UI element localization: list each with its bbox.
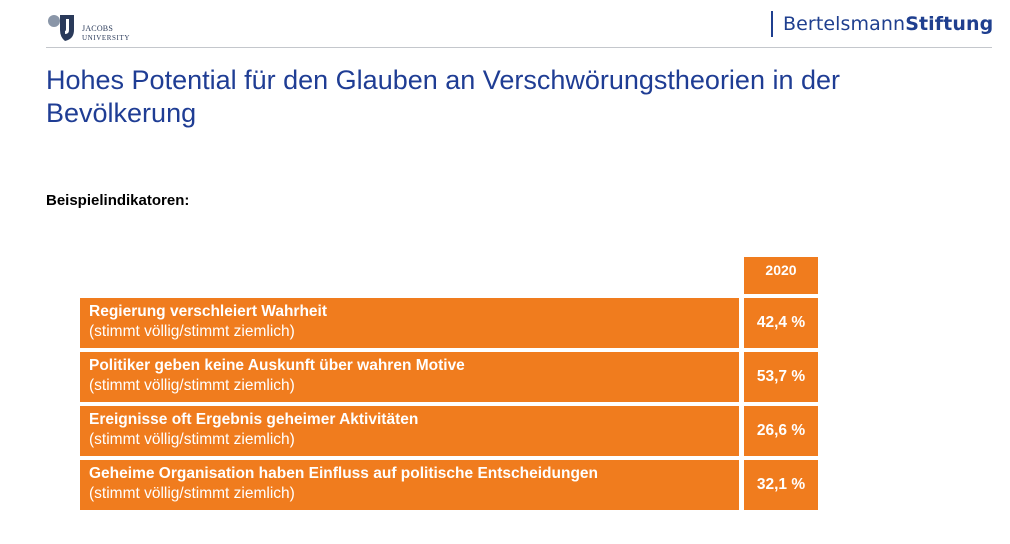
jacobs-university-logo: JACOBS UNIVERSITY bbox=[46, 12, 146, 44]
logo-text-line2: UNIVERSITY bbox=[82, 34, 130, 42]
row-label: Regierung verschleiert Wahrheit (stimmt … bbox=[80, 298, 739, 348]
row-value: 53,7 % bbox=[744, 352, 818, 402]
row-note: (stimmt völlig/stimmt ziemlich) bbox=[89, 377, 295, 394]
row-note: (stimmt völlig/stimmt ziemlich) bbox=[89, 323, 295, 340]
table-row: Politiker geben keine Auskunft über wahr… bbox=[80, 352, 818, 402]
row-note: (stimmt völlig/stimmt ziemlich) bbox=[89, 431, 295, 448]
row-title: Regierung verschleiert Wahrheit bbox=[89, 303, 328, 320]
row-title: Ereignisse oft Ergebnis geheimer Aktivit… bbox=[89, 411, 419, 428]
row-title: Geheime Organisation haben Einfluss auf … bbox=[89, 465, 599, 482]
logo-divider bbox=[771, 11, 773, 37]
section-subtitle: Beispielindikatoren: bbox=[46, 192, 190, 209]
bertelsmann-stiftung-logo: BertelsmannStiftung bbox=[771, 10, 993, 38]
row-title: Politiker geben keine Auskunft über wahr… bbox=[89, 357, 465, 374]
row-value: 32,1 % bbox=[744, 460, 818, 510]
table-row: Geheime Organisation haben Einfluss auf … bbox=[80, 460, 818, 510]
table-row: Regierung verschleiert Wahrheit (stimmt … bbox=[80, 298, 818, 348]
logo-wordmark-part2: Stiftung bbox=[905, 13, 994, 35]
page-title: Hohes Potential für den Glauben an Versc… bbox=[46, 65, 841, 128]
jacobs-shield-icon bbox=[48, 15, 74, 41]
row-value: 26,6 % bbox=[744, 406, 818, 456]
row-label: Geheime Organisation haben Einfluss auf … bbox=[80, 460, 739, 510]
indicator-table: Regierung verschleiert Wahrheit (stimmt … bbox=[80, 298, 818, 514]
row-label: Politiker geben keine Auskunft über wahr… bbox=[80, 352, 739, 402]
row-note: (stimmt völlig/stimmt ziemlich) bbox=[89, 485, 295, 502]
logo-wordmark: BertelsmannStiftung bbox=[783, 13, 993, 35]
logo-text-line1: JACOBS bbox=[82, 24, 113, 33]
logo-wordmark-part1: Bertelsmann bbox=[783, 13, 906, 35]
row-label: Ereignisse oft Ergebnis geheimer Aktivit… bbox=[80, 406, 739, 456]
row-value: 42,4 % bbox=[744, 298, 818, 348]
table-row: Ereignisse oft Ergebnis geheimer Aktivit… bbox=[80, 406, 818, 456]
header-divider bbox=[46, 47, 992, 48]
column-header-year: 2020 bbox=[744, 257, 818, 294]
